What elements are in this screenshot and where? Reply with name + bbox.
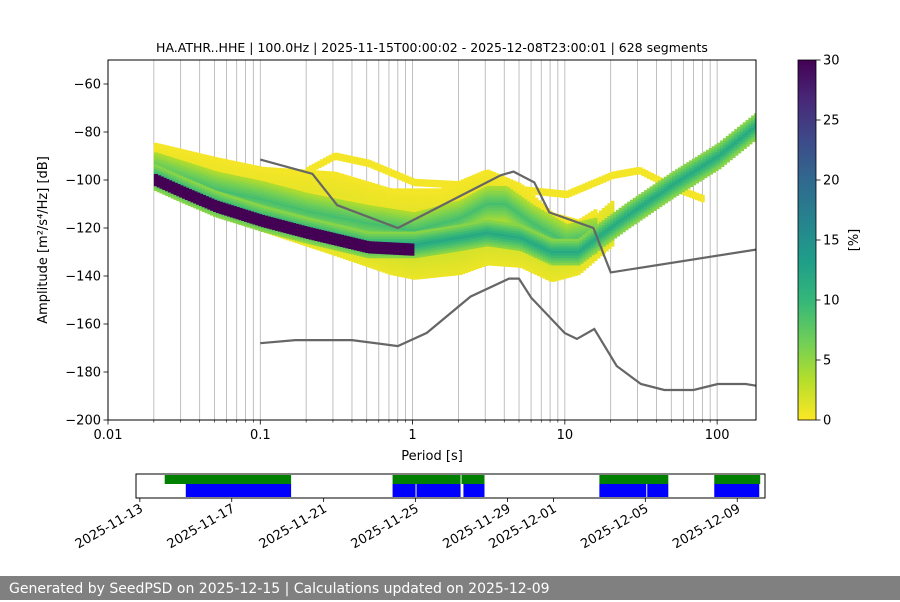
heat-cell <box>610 201 614 204</box>
heat-cell <box>582 268 586 271</box>
heat-cell <box>610 206 614 209</box>
chart-title: HA.ATHR..HHE | 100.0Hz | 2025-11-15T00:0… <box>156 40 708 55</box>
heat-cell <box>610 203 614 206</box>
heat-cell <box>701 200 705 203</box>
heat-cell <box>579 270 583 273</box>
heat-cell <box>596 256 600 259</box>
heat-cell <box>605 249 609 252</box>
heat-cell <box>593 258 597 261</box>
heat-cell <box>585 266 589 269</box>
heat-cell <box>588 263 592 266</box>
heat-cell <box>591 261 595 264</box>
heat-cell <box>701 195 705 198</box>
heat-cell <box>607 246 611 249</box>
heat-cell <box>610 208 614 211</box>
figure-canvas: HA.ATHR..HHE | 100.0Hz | 2025-11-15T00:0… <box>0 0 900 576</box>
heat-cell <box>610 244 614 247</box>
heat-cell <box>701 197 705 200</box>
